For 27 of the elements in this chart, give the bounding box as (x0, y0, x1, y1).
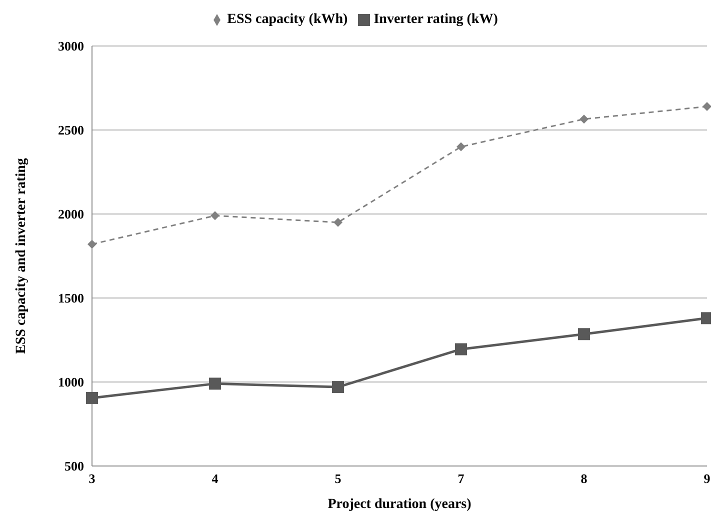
x-tick-label: 3 (88, 471, 96, 486)
legend-label: Inverter rating (kW) (374, 12, 498, 27)
point (210, 211, 220, 220)
x-tick-label: 5 (334, 471, 342, 486)
point (580, 114, 588, 124)
x-axis-title: Project duration (years) (328, 497, 472, 512)
x-tick-label: 8 (580, 471, 588, 486)
x-tick-label: 7 (458, 471, 465, 486)
y-tick-label: 1500 (58, 290, 84, 306)
x-tick-label: 9 (704, 471, 711, 486)
legend-label: ESS capacity (kWh) (227, 12, 348, 27)
point (332, 381, 344, 394)
y-tick-label: 3000 (58, 38, 84, 54)
point (456, 142, 466, 152)
point (334, 218, 342, 227)
y-axis-title: ESS capacity and inverter rating (14, 158, 29, 354)
point (578, 328, 590, 340)
y-tick-label: 1000 (58, 374, 84, 390)
point (88, 240, 96, 249)
point (455, 343, 467, 356)
y-tick-label: 2000 (58, 206, 84, 222)
x-tick-label: 4 (212, 471, 219, 486)
point (702, 102, 711, 111)
y-tick-label: 500 (64, 458, 84, 474)
point (86, 392, 98, 404)
y-tick-label: 2500 (58, 122, 84, 138)
point (209, 378, 221, 390)
